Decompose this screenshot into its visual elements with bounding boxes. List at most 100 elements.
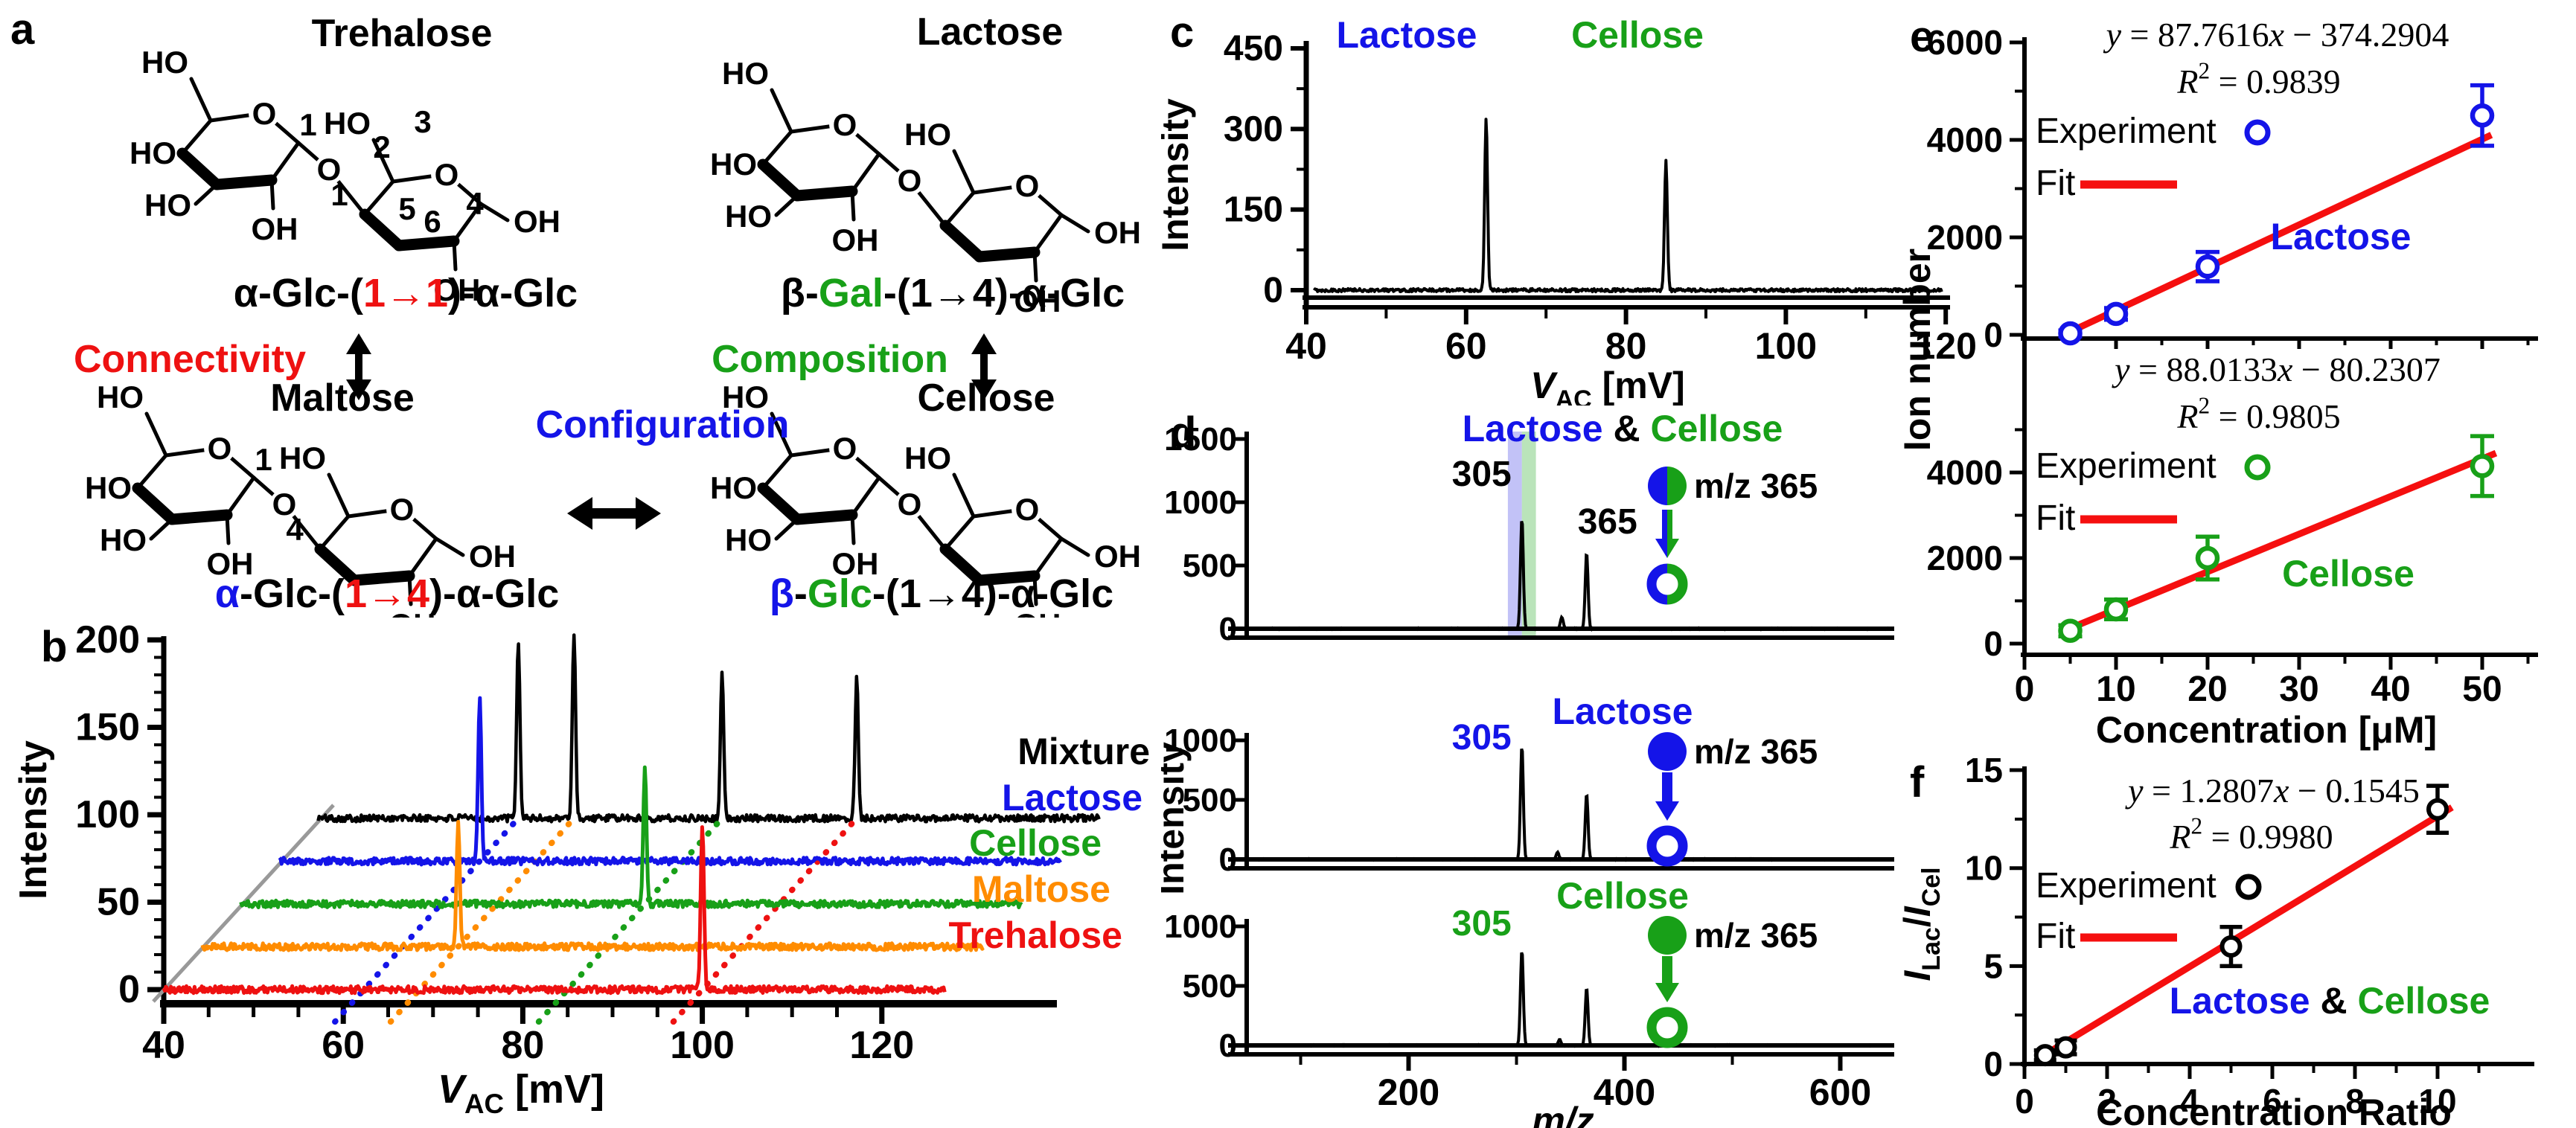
svg-text:0: 0 [1263,271,1283,310]
svg-text:30: 30 [2279,670,2318,709]
svg-text:O: O [1015,168,1040,203]
svg-text:100: 100 [670,1024,735,1067]
svg-text:O: O [272,487,297,522]
panel-d-figure: 0 500 1000 1500 Lactose & Cellose 305 365 m/z 3… [1150,408,1894,1128]
svg-text:100: 100 [75,793,140,836]
svg-text:80: 80 [1605,325,1647,367]
svg-text:HO: HO [100,522,147,557]
panel-e-calibration: 0 2000 4000 6000 y = 87.7616x − 374.2904 R2 =… [1896,0,2576,752]
svg-text:305: 305 [1452,455,1512,494]
svg-text:O: O [390,492,415,527]
svg-text:Concentration Ratio: Concentration Ratio [2096,1092,2452,1128]
panel-letter-d: d [1170,408,1197,457]
svg-text:VAC [mV]: VAC [mV] [438,1067,604,1119]
svg-text:VAC [mV]: VAC [mV] [1530,365,1684,406]
svg-text:OH: OH [832,546,879,581]
svg-text:10: 10 [2096,670,2135,709]
svg-text:HO: HO [279,440,326,475]
svg-text:50: 50 [2462,670,2502,709]
svg-text:R2 = 0.9980: R2 = 0.9980 [2169,813,2333,856]
svg-text:β-Gal-(1→4)-α-Glc: β-Gal-(1→4)-α-Glc [781,271,1125,315]
svg-text:Concentration [μM]: Concentration [μM] [2096,709,2437,751]
svg-text:15: 15 [1965,752,2003,789]
panel-d-content: 0 500 1000 1500 Lactose & Cellose 305 365 m/z 3… [1150,408,1894,1128]
panel-f-ratio: 0 2 4 6 8 10 0 5 10 15 y = 1.2807x − 0.1545 R2 = 0.… [1896,751,2576,1128]
svg-text:2000: 2000 [1927,218,2003,257]
svg-text:Fit: Fit [2036,164,2075,203]
panel-b-figure: 40 60 80 100 120 0 50 100 150 200 Intensity VAC [mV… [12,618,1150,1119]
svg-text:120: 120 [849,1024,914,1067]
svg-text:O: O [898,163,922,198]
svg-text:Cellose: Cellose [1571,14,1704,56]
svg-text:3: 3 [414,104,431,139]
panel-a-structures: Trehalose O HO HO HO OH O HO OH OH O 1 2 3 1 5 6 4 α-Glc-(… [0,0,1161,642]
svg-text:y = 1.2807x − 0.1545: y = 1.2807x − 0.1545 [2125,772,2420,810]
svg-text:40: 40 [2371,670,2410,709]
svg-text:365: 365 [1578,502,1637,542]
svg-text:O: O [1015,492,1040,527]
svg-text:O: O [898,487,922,522]
svg-text:HO: HO [141,45,188,80]
svg-text:OH: OH [1094,215,1141,250]
svg-text:10: 10 [2418,1082,2456,1121]
svg-text:HO: HO [725,199,772,234]
svg-text:α-Glc-(1→1)-α-Glc: α-Glc-(1→1)-α-Glc [234,271,578,315]
svg-text:OH: OH [207,546,254,581]
svg-text:O: O [208,431,232,466]
svg-text:2000: 2000 [1927,539,2003,577]
panel-letter-b: b [41,623,68,671]
svg-text:Fit: Fit [2036,499,2075,538]
svg-text:Fit: Fit [2036,917,2075,956]
svg-text:60: 60 [322,1024,365,1067]
svg-text:6: 6 [424,204,441,239]
svg-text:40: 40 [1285,325,1327,367]
panel-b-waterfall: 40 60 80 100 120 0 50 100 150 200 Intensity VAC [mV… [0,618,1161,1128]
panel-letter-c: c [1170,8,1195,57]
svg-text:0: 0 [1984,315,2003,354]
svg-text:4: 4 [286,512,304,547]
svg-text:Cellose: Cellose [969,822,1102,864]
svg-text:Intensity: Intensity [1161,98,1196,251]
svg-text:Lactose & Cellose: Lactose & Cellose [2170,980,2490,1022]
svg-text:5: 5 [398,191,415,226]
panel-letter-e: e [1910,13,1934,61]
svg-text:Cellose: Cellose [2282,553,2414,595]
svg-text:120: 120 [1914,325,1976,367]
svg-text:4000: 4000 [1927,453,2003,492]
svg-text:HO: HO [722,379,769,414]
svg-text:1: 1 [299,107,316,142]
svg-text:HO: HO [324,106,371,141]
svg-text:HO: HO [97,379,144,414]
svg-text:Experiment: Experiment [2036,446,2217,486]
panel-letter-a: a [10,5,35,54]
svg-text:0: 0 [2015,670,2035,709]
svg-text:OH: OH [1094,539,1141,574]
svg-text:HO: HO [710,147,757,182]
svg-text:305: 305 [1452,904,1512,943]
svg-text:0: 0 [1219,611,1237,647]
svg-text:200: 200 [1378,1071,1439,1113]
svg-text:Composition: Composition [712,338,948,381]
svg-text:500: 500 [1183,968,1237,1004]
svg-text:OH: OH [514,204,560,239]
svg-text:α-Glc-(1→4)-α-Glc: α-Glc-(1→4)-α-Glc [215,571,559,616]
svg-text:0: 0 [1984,1045,2003,1083]
svg-text:1000: 1000 [1164,722,1237,759]
svg-text:Lactose & Cellose: Lactose & Cellose [1463,408,1783,449]
svg-text:4: 4 [466,186,484,221]
svg-text:Lactose: Lactose [1337,14,1477,56]
svg-text:HO: HO [710,470,757,505]
svg-text:8: 8 [2345,1082,2365,1121]
svg-text:500: 500 [1183,548,1237,584]
svg-text:Experiment: Experiment [2036,112,2217,151]
svg-text:4000: 4000 [1927,121,2003,159]
svg-text:2: 2 [373,129,390,164]
svg-text:0: 0 [2015,1082,2034,1121]
svg-text:150: 150 [75,706,140,749]
svg-text:β-Glc-(1→4)-α-Glc: β-Glc-(1→4)-α-Glc [770,571,1113,616]
svg-text:m/z 365: m/z 365 [1694,732,1818,771]
